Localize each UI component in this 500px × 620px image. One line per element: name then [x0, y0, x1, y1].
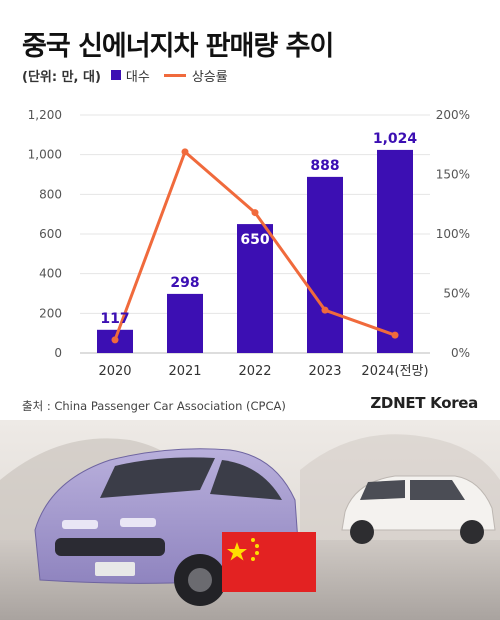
y-left-tick-label: 1,000	[28, 148, 62, 162]
bar-value-label: 298	[170, 275, 199, 291]
y-right-tick-label: 0%	[451, 346, 470, 360]
source-note: 출처 : China Passenger Car Association (CP…	[22, 399, 286, 413]
growth-rate-point	[111, 336, 119, 344]
legend-bar-label: 대수	[125, 69, 150, 85]
bar	[377, 149, 413, 353]
growth-rate-point	[321, 306, 329, 314]
y-right-tick-label: 200%	[436, 108, 470, 122]
growth-rate-point	[391, 331, 399, 339]
y-right-tick-label: 50%	[443, 287, 470, 301]
growth-rate-point	[251, 209, 259, 217]
growth-rate-point	[181, 148, 189, 156]
publisher-logo: ZDNET Korea	[370, 394, 478, 412]
car-illustration	[0, 420, 500, 620]
y-left-tick-label: 1,200	[28, 108, 62, 122]
legend: (단위: 만, 대) 대수 상승률	[22, 66, 228, 85]
bar	[237, 224, 273, 353]
y-right-tick-label: 100%	[436, 227, 470, 241]
x-tick-label: 2024(전망)	[361, 364, 428, 379]
car-photo	[0, 420, 500, 620]
china-flag-icon	[222, 532, 316, 592]
legend-line-swatch	[163, 73, 186, 77]
combo-chart: 0 200 400 600 800 1,000 1,200 0% 50% 100% 150% 200%…	[28, 108, 470, 379]
y-left-tick-label: 600	[39, 227, 62, 241]
y-left-tick-label: 400	[39, 267, 62, 281]
unit-label: (단위: 만, 대)	[22, 69, 101, 85]
y-right-tick-label: 150%	[436, 168, 470, 182]
white-car	[341, 475, 496, 544]
bar-value-label: 888	[310, 158, 339, 174]
y-left-tick-label: 0	[54, 346, 62, 360]
x-tick-label: 2023	[308, 364, 341, 379]
legend-line-label: 상승률	[191, 69, 228, 85]
bar	[167, 293, 203, 353]
legend-bar-swatch	[110, 70, 121, 80]
chart-title: 중국 신에너지차 판매량 추이	[22, 31, 334, 62]
x-tick-label: 2022	[238, 364, 271, 379]
y-left-tick-label: 800	[39, 187, 62, 201]
x-tick-label: 2020	[98, 364, 131, 379]
bar-value-label: 1,024	[373, 131, 418, 147]
bar-value-label: 650	[240, 232, 269, 248]
x-tick-label: 2021	[168, 364, 201, 379]
bar	[307, 176, 343, 353]
y-left-tick-label: 200	[39, 306, 62, 320]
bar-value-label: 117	[100, 311, 129, 327]
